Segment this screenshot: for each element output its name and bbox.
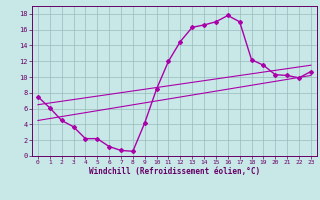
X-axis label: Windchill (Refroidissement éolien,°C): Windchill (Refroidissement éolien,°C) [89,167,260,176]
